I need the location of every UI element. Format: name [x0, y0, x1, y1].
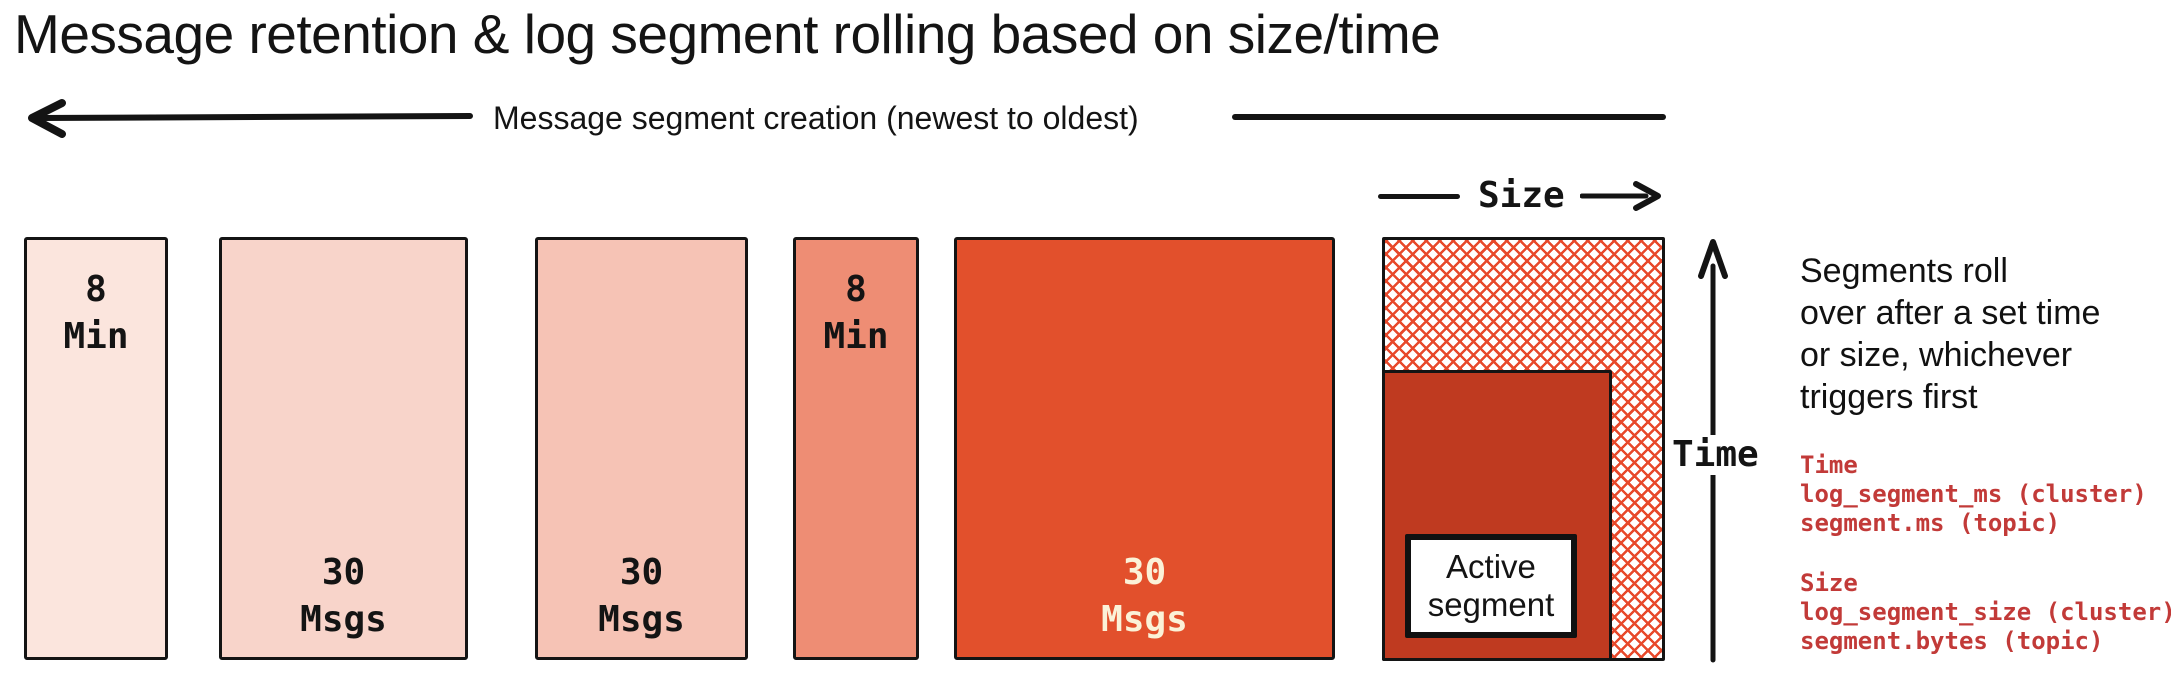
left-arrow-icon — [28, 99, 473, 138]
segment-3-label: 30 Msgs — [598, 552, 685, 640]
size-axis-label: Size — [1478, 175, 1565, 216]
note-line: or size, whichever — [1800, 336, 2073, 374]
active-segment-label: Active segment — [1405, 534, 1577, 638]
note-line: Segments roll — [1800, 252, 2008, 290]
config-gap — [1800, 538, 2171, 569]
note-line: triggers first — [1800, 378, 1978, 416]
segment-2-label: 30 Msgs — [300, 552, 387, 640]
creation-axis-label: Message segment creation (newest to olde… — [493, 100, 1139, 136]
note-text: Segments roll over after a set time or s… — [1800, 250, 2100, 418]
config-time-heading: Time — [1800, 451, 1858, 479]
config-size-line: segment.bytes (topic) — [1800, 627, 2104, 655]
config-text: Time log_segment_ms (cluster) segment.ms… — [1800, 451, 2171, 656]
segment-2: 30 Msgs — [219, 237, 468, 660]
size-axis-line — [1378, 194, 1460, 199]
segment-5: 30 Msgs — [954, 237, 1335, 660]
segment-1-label: 8 Min — [63, 269, 129, 357]
segment-1: 8 Min — [24, 237, 168, 660]
segment-4: 8 Min — [793, 237, 919, 660]
right-arrow-icon — [1580, 181, 1661, 211]
config-time-line: segment.ms (topic) — [1800, 509, 2061, 537]
config-time-line: log_segment_ms (cluster) — [1800, 480, 2147, 508]
segment-4-label: 8 Min — [823, 269, 889, 357]
page-title: Message retention & log segment rolling … — [14, 3, 1441, 65]
note-line: over after a set time — [1800, 294, 2101, 332]
creation-axis-line — [1232, 114, 1666, 120]
config-size-line: log_segment_size (cluster) — [1800, 598, 2171, 626]
time-axis-label: Time — [1670, 434, 1761, 475]
segment-5-label: 30 Msgs — [1101, 552, 1188, 640]
config-size-heading: Size — [1800, 569, 1858, 597]
segment-3: 30 Msgs — [535, 237, 748, 660]
